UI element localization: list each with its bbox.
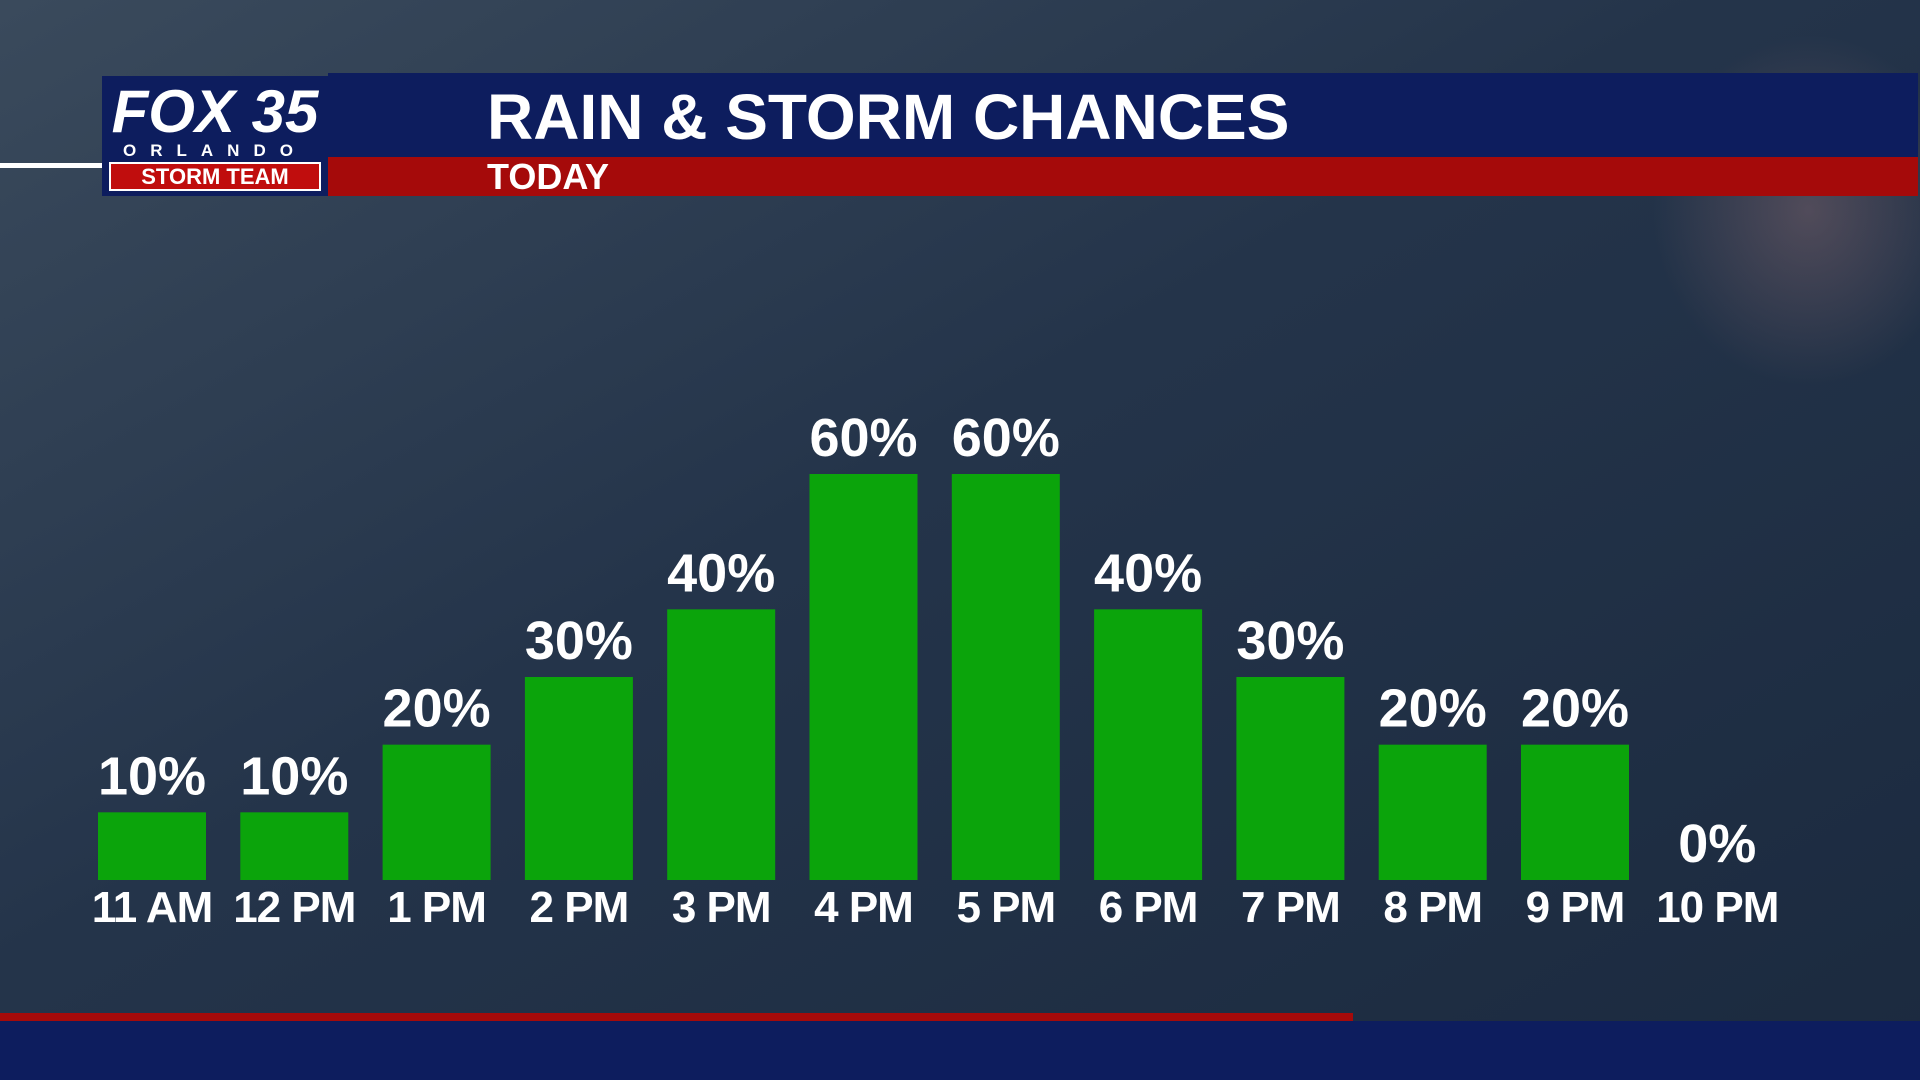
x-tick-label: 4 PM — [814, 883, 913, 932]
x-tick-label: 3 PM — [672, 883, 771, 932]
value-label: 20% — [1521, 679, 1629, 739]
value-label: 0% — [1678, 814, 1756, 874]
logo-team-box — [109, 162, 321, 191]
bar — [1378, 744, 1487, 880]
logo-team: STORM TEAM — [141, 164, 288, 189]
x-tick-label: 2 PM — [530, 883, 629, 932]
logo-city: ORLANDO — [123, 141, 307, 160]
value-label: 20% — [1379, 679, 1487, 739]
bar — [1521, 744, 1629, 880]
bar — [951, 474, 1060, 880]
value-label: 60% — [952, 408, 1060, 468]
bar — [524, 677, 633, 880]
x-tick-label: 5 PM — [956, 883, 1055, 932]
value-label: 10% — [98, 746, 206, 806]
x-tick-label: 6 PM — [1099, 883, 1198, 932]
bar — [809, 474, 918, 880]
value-label: 30% — [525, 611, 633, 671]
chart-title: RAIN & STORM CHANCES — [487, 81, 1289, 153]
value-label: 10% — [240, 746, 348, 806]
x-tick-label: 7 PM — [1241, 883, 1340, 932]
value-label: 60% — [809, 408, 917, 468]
title-bar — [328, 73, 1918, 157]
bar — [98, 812, 206, 880]
header-accent-line — [0, 163, 102, 168]
x-tick-label: 8 PM — [1383, 883, 1482, 932]
footer-bar — [0, 1021, 1920, 1080]
bar — [240, 812, 349, 880]
x-tick-label: 1 PM — [387, 883, 486, 932]
subtitle-bar — [328, 157, 1918, 196]
x-tick-label: 9 PM — [1526, 883, 1625, 932]
x-tick-label: 11 AM — [92, 883, 213, 932]
value-label: 30% — [1236, 611, 1344, 671]
logo-brand: FOX 35 — [112, 78, 320, 145]
bar — [667, 609, 776, 880]
bar — [382, 744, 491, 880]
bar — [1236, 677, 1345, 880]
chart-subtitle: TODAY — [487, 156, 609, 197]
bar — [1094, 609, 1203, 880]
value-label: 40% — [667, 543, 775, 603]
x-tick-label: 10 PM — [1656, 883, 1778, 932]
value-label: 20% — [383, 679, 491, 739]
x-tick-label: 12 PM — [233, 883, 355, 932]
footer-accent-line — [0, 1013, 1353, 1021]
value-label: 40% — [1094, 543, 1202, 603]
